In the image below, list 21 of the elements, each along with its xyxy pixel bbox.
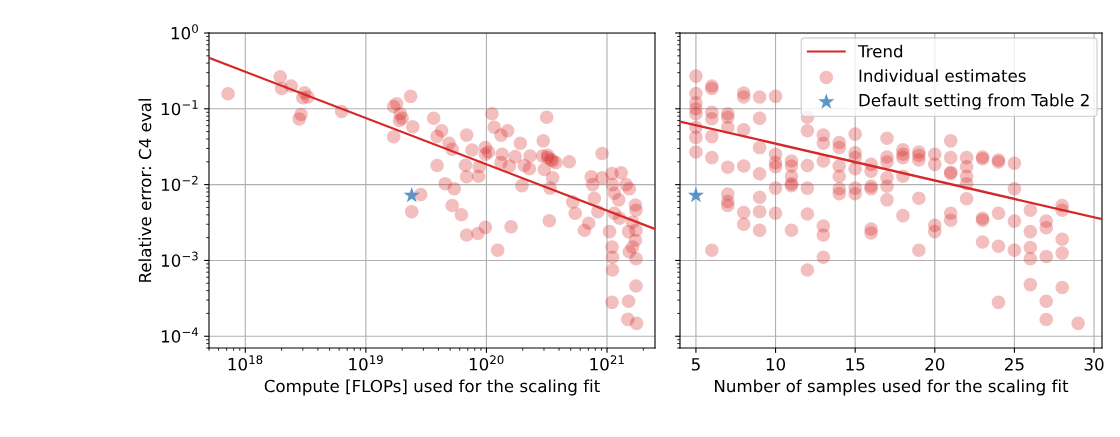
x-tick-label: 10 xyxy=(766,358,786,371)
legend-label: Trend xyxy=(857,44,903,58)
x-tick-label: 25 xyxy=(1005,358,1024,371)
y-tick-label: 10$^{0}$ xyxy=(171,24,198,40)
x-tick-label: 20 xyxy=(925,358,945,371)
y-tick-label: 10$^{−1}$ xyxy=(161,100,198,116)
y-tick-label: 10$^{−4}$ xyxy=(161,327,199,343)
legend-label: Default setting from Table 2 xyxy=(859,93,1089,110)
x-tick-label: 15 xyxy=(846,358,865,371)
x-axis-title: Number of samples used for the scaling fit xyxy=(715,379,1069,396)
y-tick-label: 10$^{−2}$ xyxy=(161,175,198,192)
x-tick-label: 10$^{21}$ xyxy=(590,355,624,371)
x-axis-title: Compute [FLOPs] used for the scaling fit xyxy=(264,379,600,396)
x-tick-label: 10$^{20}$ xyxy=(469,355,504,371)
legend-label: Individual estimates xyxy=(859,69,1026,83)
x-tick-label: 30 xyxy=(1084,358,1104,371)
x-tick-label: 5 xyxy=(691,358,700,371)
y-tick-label: 10$^{−3}$ xyxy=(161,251,198,267)
y-axis-title: Relative error: C4 eval xyxy=(138,99,152,282)
x-tick-label: 10$^{18}$ xyxy=(228,355,263,371)
x-tick-label: 10$^{19}$ xyxy=(349,355,383,371)
